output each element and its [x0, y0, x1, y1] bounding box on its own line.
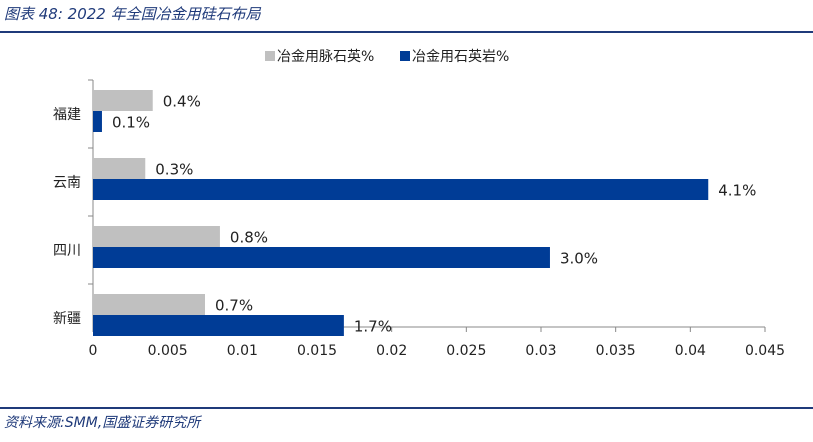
x-tick-label: 0.015	[297, 343, 337, 359]
chart-legend: 冶金用脉石英% 冶金用石英岩%	[265, 48, 509, 65]
x-tick-label: 0.02	[376, 343, 407, 359]
bar-quartz	[93, 226, 220, 247]
data-label-quartz: 0.3%	[155, 161, 193, 179]
y-category-label: 新疆	[53, 311, 81, 327]
x-tick-label: 0.035	[596, 343, 636, 359]
x-tick-label: 0	[89, 343, 98, 359]
x-tick-label: 0.04	[675, 343, 706, 359]
header-rule	[0, 31, 813, 33]
bar-quartz	[93, 294, 205, 315]
bar-quartzite	[93, 315, 344, 336]
x-tick-label: 0.005	[148, 343, 188, 359]
bar-chart: 冶金用脉石英% 冶金用石英岩% 0 0.005 0.01 0.015 0.02 0.025…	[53, 48, 785, 359]
data-label-quartzite: 1.7%	[354, 318, 392, 336]
bar-quartzite	[93, 247, 550, 268]
data-label-quartz: 0.7%	[215, 297, 253, 315]
source-note: 资料来源:SMM,国盛证券研究所	[4, 415, 201, 431]
data-label-quartz: 0.8%	[230, 229, 268, 247]
y-category-label: 福建	[53, 107, 81, 123]
x-tick-label: 0.025	[446, 343, 486, 359]
chart-data-labels: 0.4% 0.1% 0.3% 4.1% 0.8% 3.0% 0.7% 1.7%	[112, 93, 756, 336]
bar-quartzite	[93, 111, 102, 132]
bar-quartzite	[93, 179, 709, 200]
x-tick-label: 0.045	[745, 343, 785, 359]
data-label-quartzite: 0.1%	[112, 114, 150, 132]
data-label-quartzite: 3.0%	[560, 250, 598, 268]
x-tick-label: 0.01	[227, 343, 258, 359]
legend-label-quartz: 冶金用脉石英%	[277, 48, 374, 65]
y-category-label: 四川	[53, 243, 81, 259]
data-label-quartzite: 4.1%	[718, 182, 756, 200]
figure-title: 图表 48: 2022 年全国冶金用硅石布局	[4, 5, 261, 23]
x-tick-label: 0.03	[525, 343, 556, 359]
chart-bars	[93, 90, 709, 336]
legend-swatch-quartzite	[400, 51, 410, 61]
chart-axes: 0 0.005 0.01 0.015 0.02 0.025 0.03 0.035 0.04 0.0…	[53, 79, 785, 359]
y-category-label: 云南	[53, 175, 81, 191]
data-label-quartz: 0.4%	[163, 93, 201, 111]
footer-rule	[0, 407, 813, 409]
legend-swatch-quartz	[265, 51, 275, 61]
bar-quartz	[93, 158, 146, 179]
bar-quartz	[93, 90, 153, 111]
legend-label-quartzite: 冶金用石英岩%	[412, 48, 509, 65]
